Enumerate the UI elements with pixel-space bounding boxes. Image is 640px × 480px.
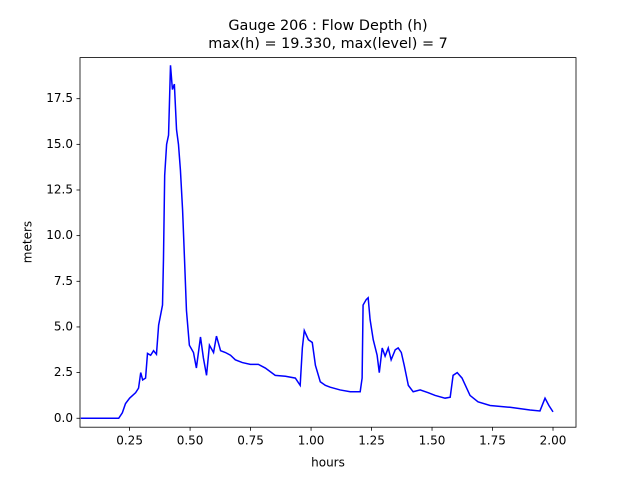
y-tick-label: 17.5 (46, 91, 73, 105)
y-tick-label: 15.0 (46, 137, 73, 151)
data-line (80, 65, 554, 419)
y-tick-label: 10.0 (46, 228, 73, 242)
x-tick-label: 1.00 (298, 434, 325, 448)
y-tick-label: 7.5 (54, 274, 73, 288)
x-tick-label: 1.25 (358, 434, 385, 448)
chart-subtitle: max(h) = 19.330, max(level) = 7 (208, 36, 448, 52)
y-tick-label: 0.0 (54, 411, 73, 425)
x-tick-label: 0.75 (237, 434, 264, 448)
x-tick-label: 1.75 (479, 434, 506, 448)
y-tick-label: 5.0 (54, 319, 73, 333)
x-axis-label: hours (311, 456, 345, 470)
x-tick-label: 2.00 (540, 434, 567, 448)
y-tick-label: 2.5 (54, 365, 73, 379)
y-tick-label: 12.5 (46, 182, 73, 196)
chart-title: Gauge 206 : Flow Depth (h) (228, 18, 427, 34)
x-tick-label: 0.50 (177, 434, 204, 448)
x-tick-label: 1.50 (419, 434, 446, 448)
y-axis-label: meters (21, 221, 35, 263)
x-tick-label: 0.25 (116, 434, 143, 448)
plot-frame (79, 57, 577, 428)
